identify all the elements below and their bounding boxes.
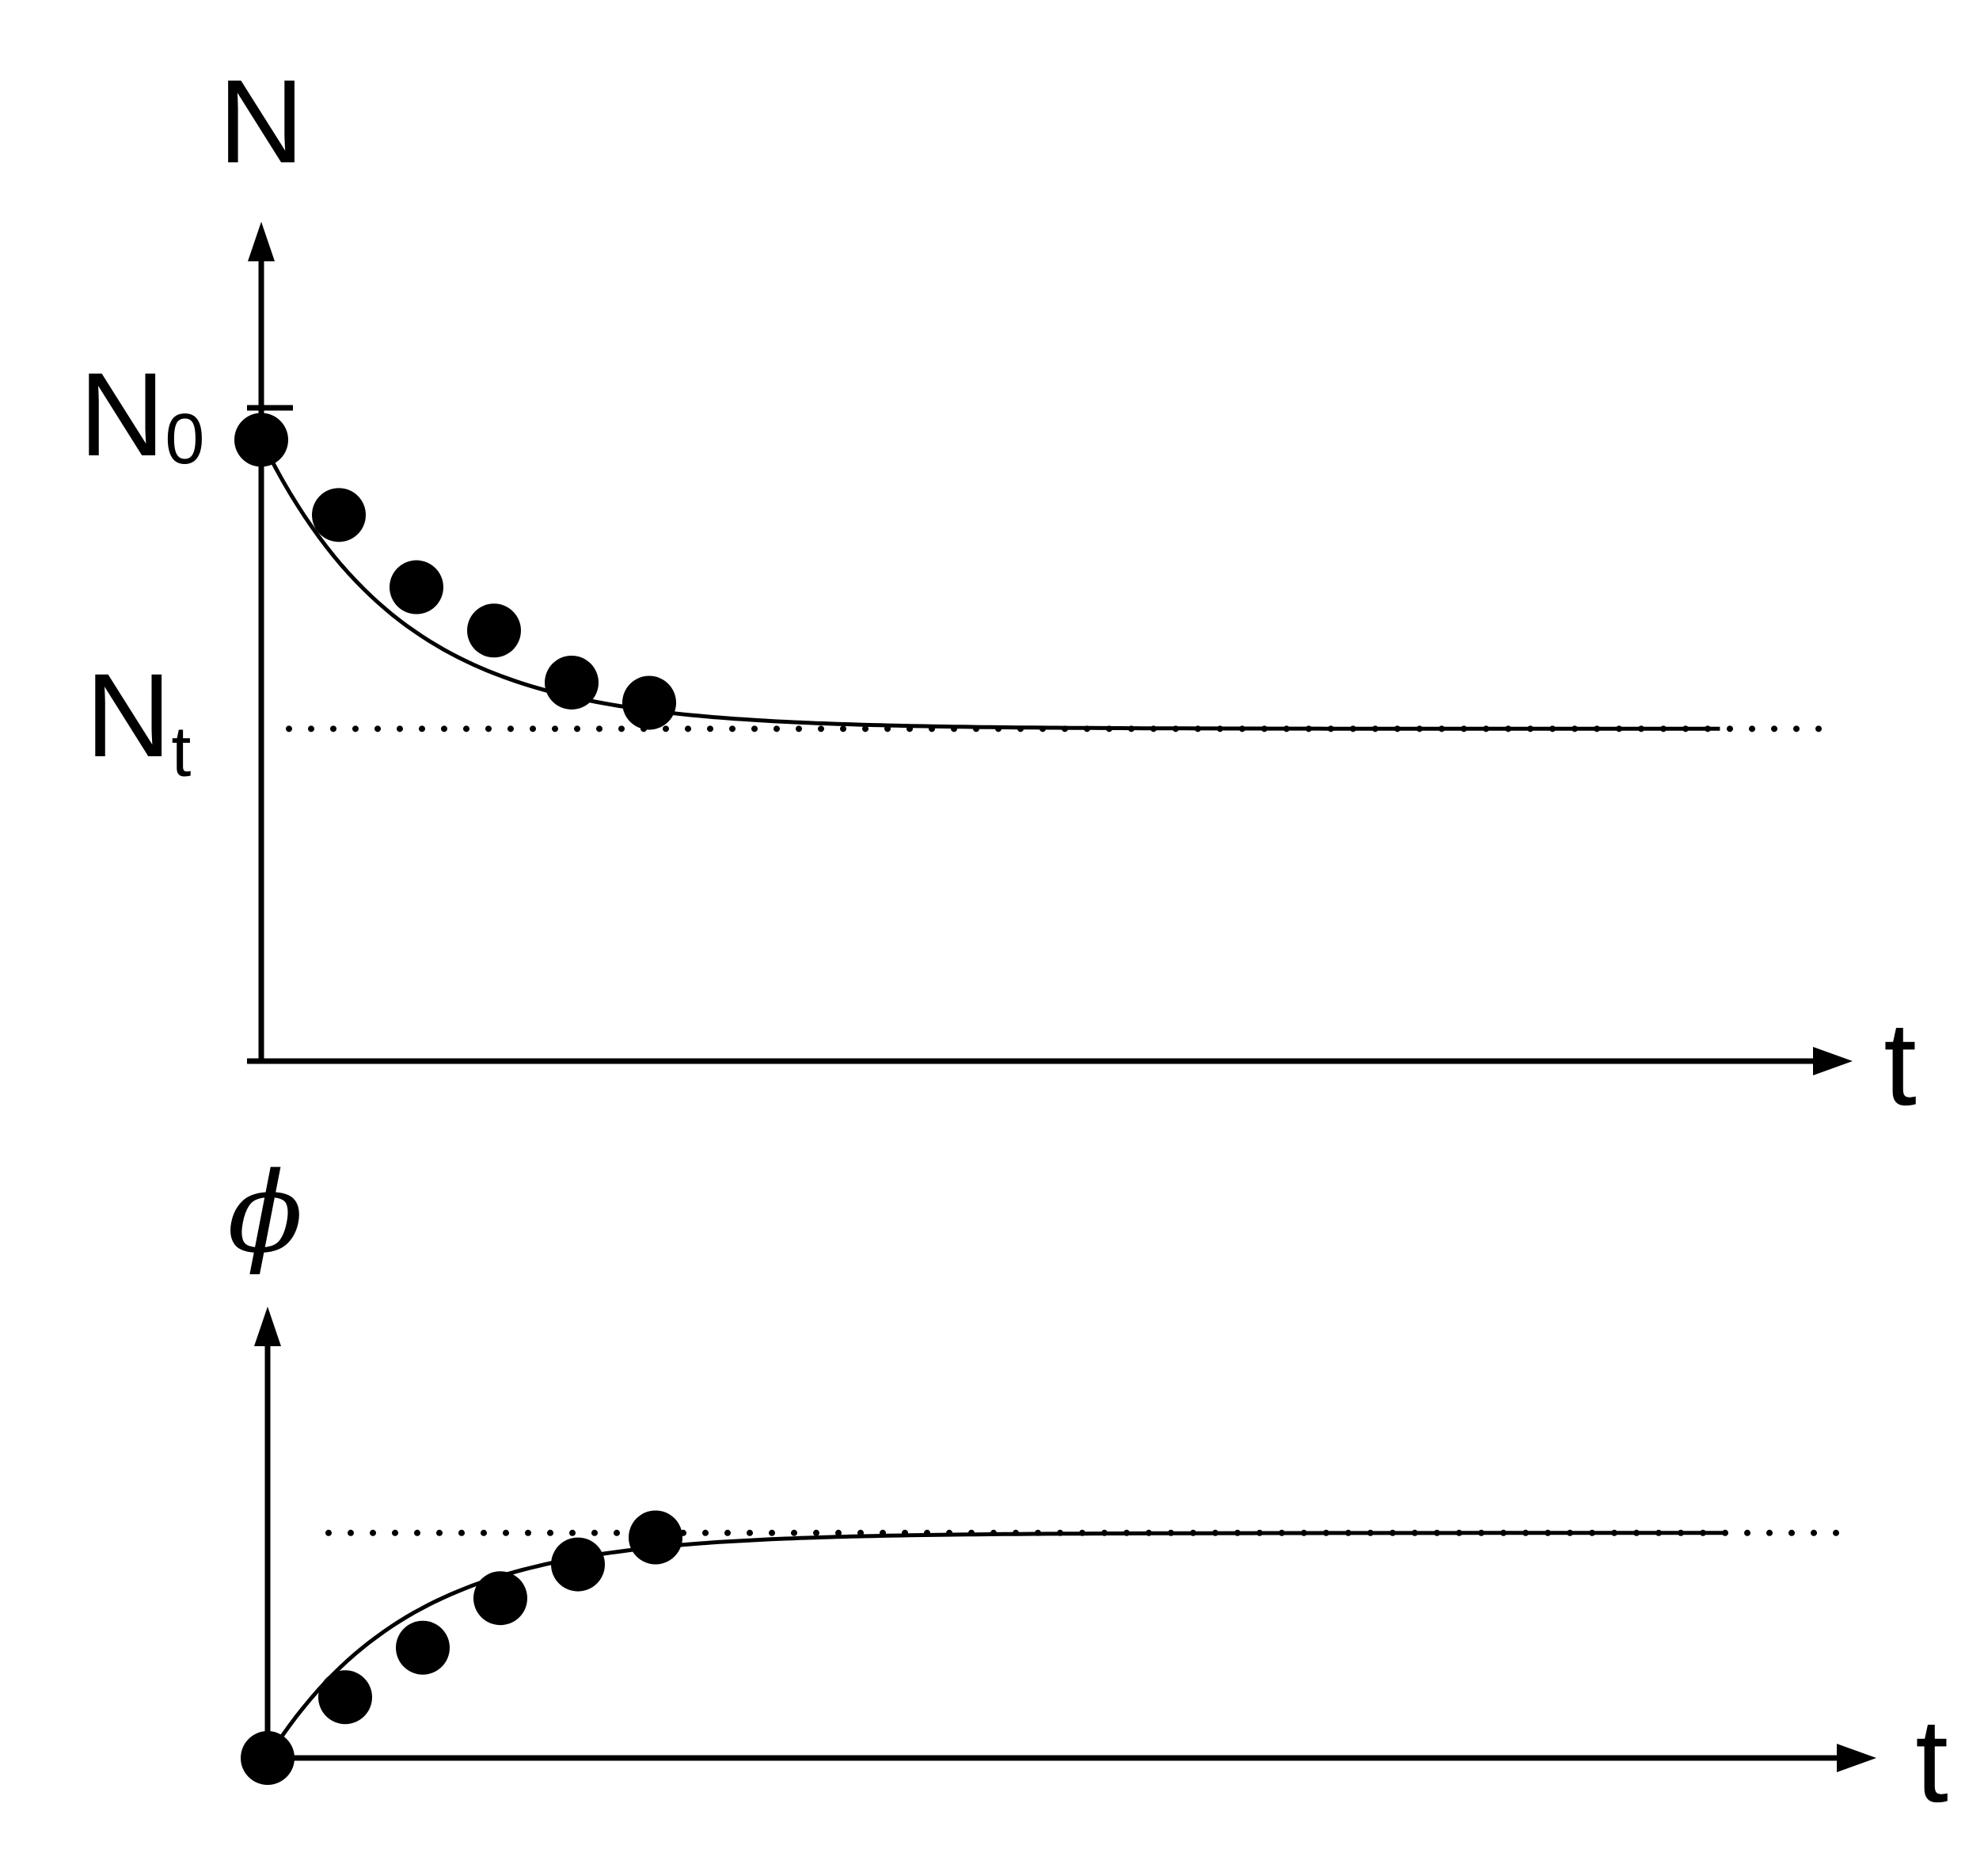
top-y-axis-title: N (219, 55, 304, 188)
top-x-axis-arrowhead (1813, 1047, 1853, 1075)
top-ytick-n0: N0 (79, 348, 204, 481)
top-data-point-5 (545, 655, 599, 710)
top-ytick-nt-main: N (86, 649, 171, 782)
bottom-data-point-2 (318, 1670, 372, 1725)
chart-bottom: ϕ t (227, 1149, 1948, 1827)
top-x-axis-title: t (1883, 997, 1917, 1130)
top-data-points (234, 413, 676, 730)
bottom-data-point-5 (551, 1537, 605, 1592)
top-fit-curve (259, 439, 1720, 731)
top-ytick-nt: Nt (86, 649, 191, 792)
top-ytick-nt-sub: t (171, 713, 191, 792)
top-data-point-4 (467, 603, 521, 658)
top-data-point-1 (234, 413, 288, 467)
top-data-point-2 (312, 488, 366, 542)
bottom-y-axis-arrowhead (254, 1307, 281, 1346)
top-data-point-3 (390, 560, 443, 614)
bottom-data-point-6 (629, 1510, 682, 1565)
top-ytick-n0-sub: 0 (165, 400, 204, 479)
bottom-x-axis-title: t (1915, 1694, 1948, 1827)
bottom-data-point-3 (396, 1620, 450, 1675)
top-ytick-n0-main: N (79, 348, 165, 481)
bottom-data-point-1 (241, 1731, 295, 1785)
bottom-x-axis-arrowhead (1837, 1744, 1876, 1772)
bottom-data-point-4 (473, 1571, 527, 1626)
bottom-y-axis-title: ϕ (227, 1149, 302, 1278)
top-y-axis-arrowhead (248, 222, 275, 261)
bottom-fit-curve (265, 1531, 1727, 1760)
chart-top: N t N0 Nt (79, 55, 1917, 1130)
bottom-data-points (241, 1510, 682, 1785)
top-data-point-6 (622, 675, 676, 730)
